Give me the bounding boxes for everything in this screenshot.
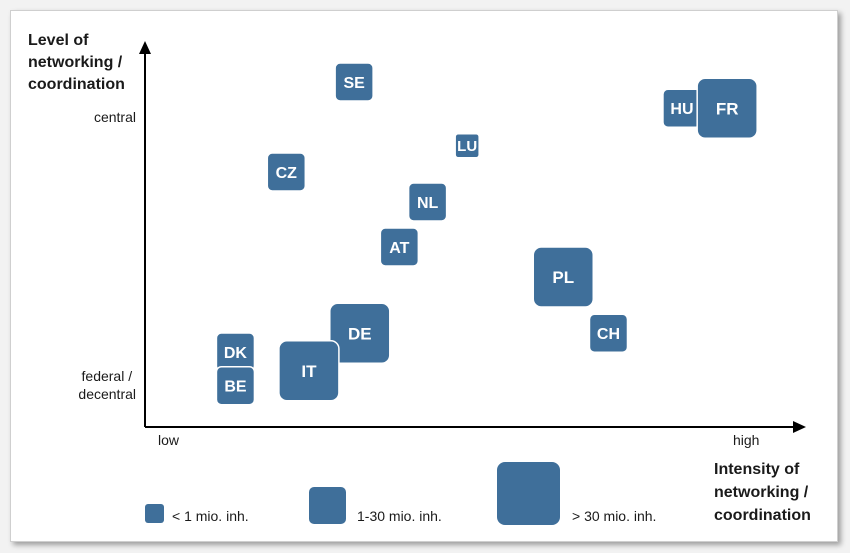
axes <box>139 41 806 433</box>
x-axis-title-line-3: coordination <box>714 507 811 524</box>
data-point-se: SE <box>334 62 374 102</box>
data-point-label: NL <box>417 195 439 212</box>
y-axis-title-line-3: coordination <box>28 76 125 93</box>
data-point-box <box>696 77 758 139</box>
data-point-label: IT <box>301 362 317 381</box>
y-tick-central: central <box>94 109 136 125</box>
data-point-label: PL <box>552 268 574 287</box>
y-tick-federal-line-1: federal / <box>82 368 133 384</box>
legend-swatch <box>309 487 346 524</box>
legend-item-small: < 1 mio. inh. <box>145 504 249 524</box>
data-point-label: BE <box>224 379 247 396</box>
data-point-label: AT <box>389 240 409 257</box>
data-point-label: LU <box>457 138 477 155</box>
x-axis-title-line-2: networking / <box>714 484 809 501</box>
data-point-label: HU <box>670 101 693 118</box>
data-point-box <box>379 227 420 267</box>
legend: < 1 mio. inh. 1-30 mio. inh. > 30 mio. inh… <box>145 462 656 525</box>
data-point-box <box>407 182 448 222</box>
data-point-lu: LU <box>454 133 480 159</box>
x-axis-arrow <box>793 421 806 433</box>
y-axis-arrow <box>139 41 151 54</box>
data-point-box <box>532 246 595 308</box>
data-point-at: AT <box>379 227 420 267</box>
data-point-box <box>454 133 480 159</box>
data-point-dk: DK <box>215 332 256 372</box>
y-tick-federal: federal / decentral <box>78 368 136 402</box>
data-point-label: CZ <box>276 165 298 182</box>
y-axis-title-line-1: Level of <box>28 32 89 49</box>
data-point-de: DE <box>329 302 391 364</box>
legend-swatch <box>497 462 560 525</box>
x-tick-high: high <box>733 432 759 448</box>
data-point-label: CH <box>597 326 620 343</box>
data-point-box <box>334 62 374 102</box>
data-point-pl: PL <box>532 246 595 308</box>
data-point-ch: CH <box>588 313 629 353</box>
data-point-box <box>215 366 256 406</box>
x-tick-low: low <box>158 432 180 448</box>
data-point-label: FR <box>716 99 739 118</box>
data-point-box <box>329 302 391 364</box>
legend-swatch <box>145 504 164 523</box>
y-axis-title: Level of networking / coordination <box>28 32 127 93</box>
legend-label: > 30 mio. inh. <box>572 508 656 524</box>
data-point-fr: FR <box>696 77 758 139</box>
data-point-label: DE <box>348 324 372 343</box>
data-point-box <box>588 313 629 353</box>
data-point-hu: HU <box>662 88 702 128</box>
legend-item-large: > 30 mio. inh. <box>497 462 656 525</box>
data-point-be: BE <box>215 366 256 406</box>
legend-label: 1-30 mio. inh. <box>357 508 442 524</box>
data-point-label: DK <box>224 345 248 362</box>
data-point-box <box>278 340 340 402</box>
y-tick-federal-line-2: decentral <box>78 386 136 402</box>
y-axis-title-line-2: networking / <box>28 54 123 71</box>
data-point-it: IT <box>278 340 340 402</box>
data-point-box <box>266 152 307 192</box>
data-point-cz: CZ <box>266 152 307 192</box>
data-point-label: SE <box>343 75 365 92</box>
data-point-nl: NL <box>407 182 448 222</box>
x-axis-title-line-1: Intensity of <box>714 461 800 478</box>
legend-label: < 1 mio. inh. <box>172 508 249 524</box>
data-points: SE HU FR LU CZ NL AT PL DE CH DK IT BE <box>215 62 758 406</box>
legend-item-medium: 1-30 mio. inh. <box>309 487 442 524</box>
x-axis-title: Intensity of networking / coordination <box>714 461 813 524</box>
